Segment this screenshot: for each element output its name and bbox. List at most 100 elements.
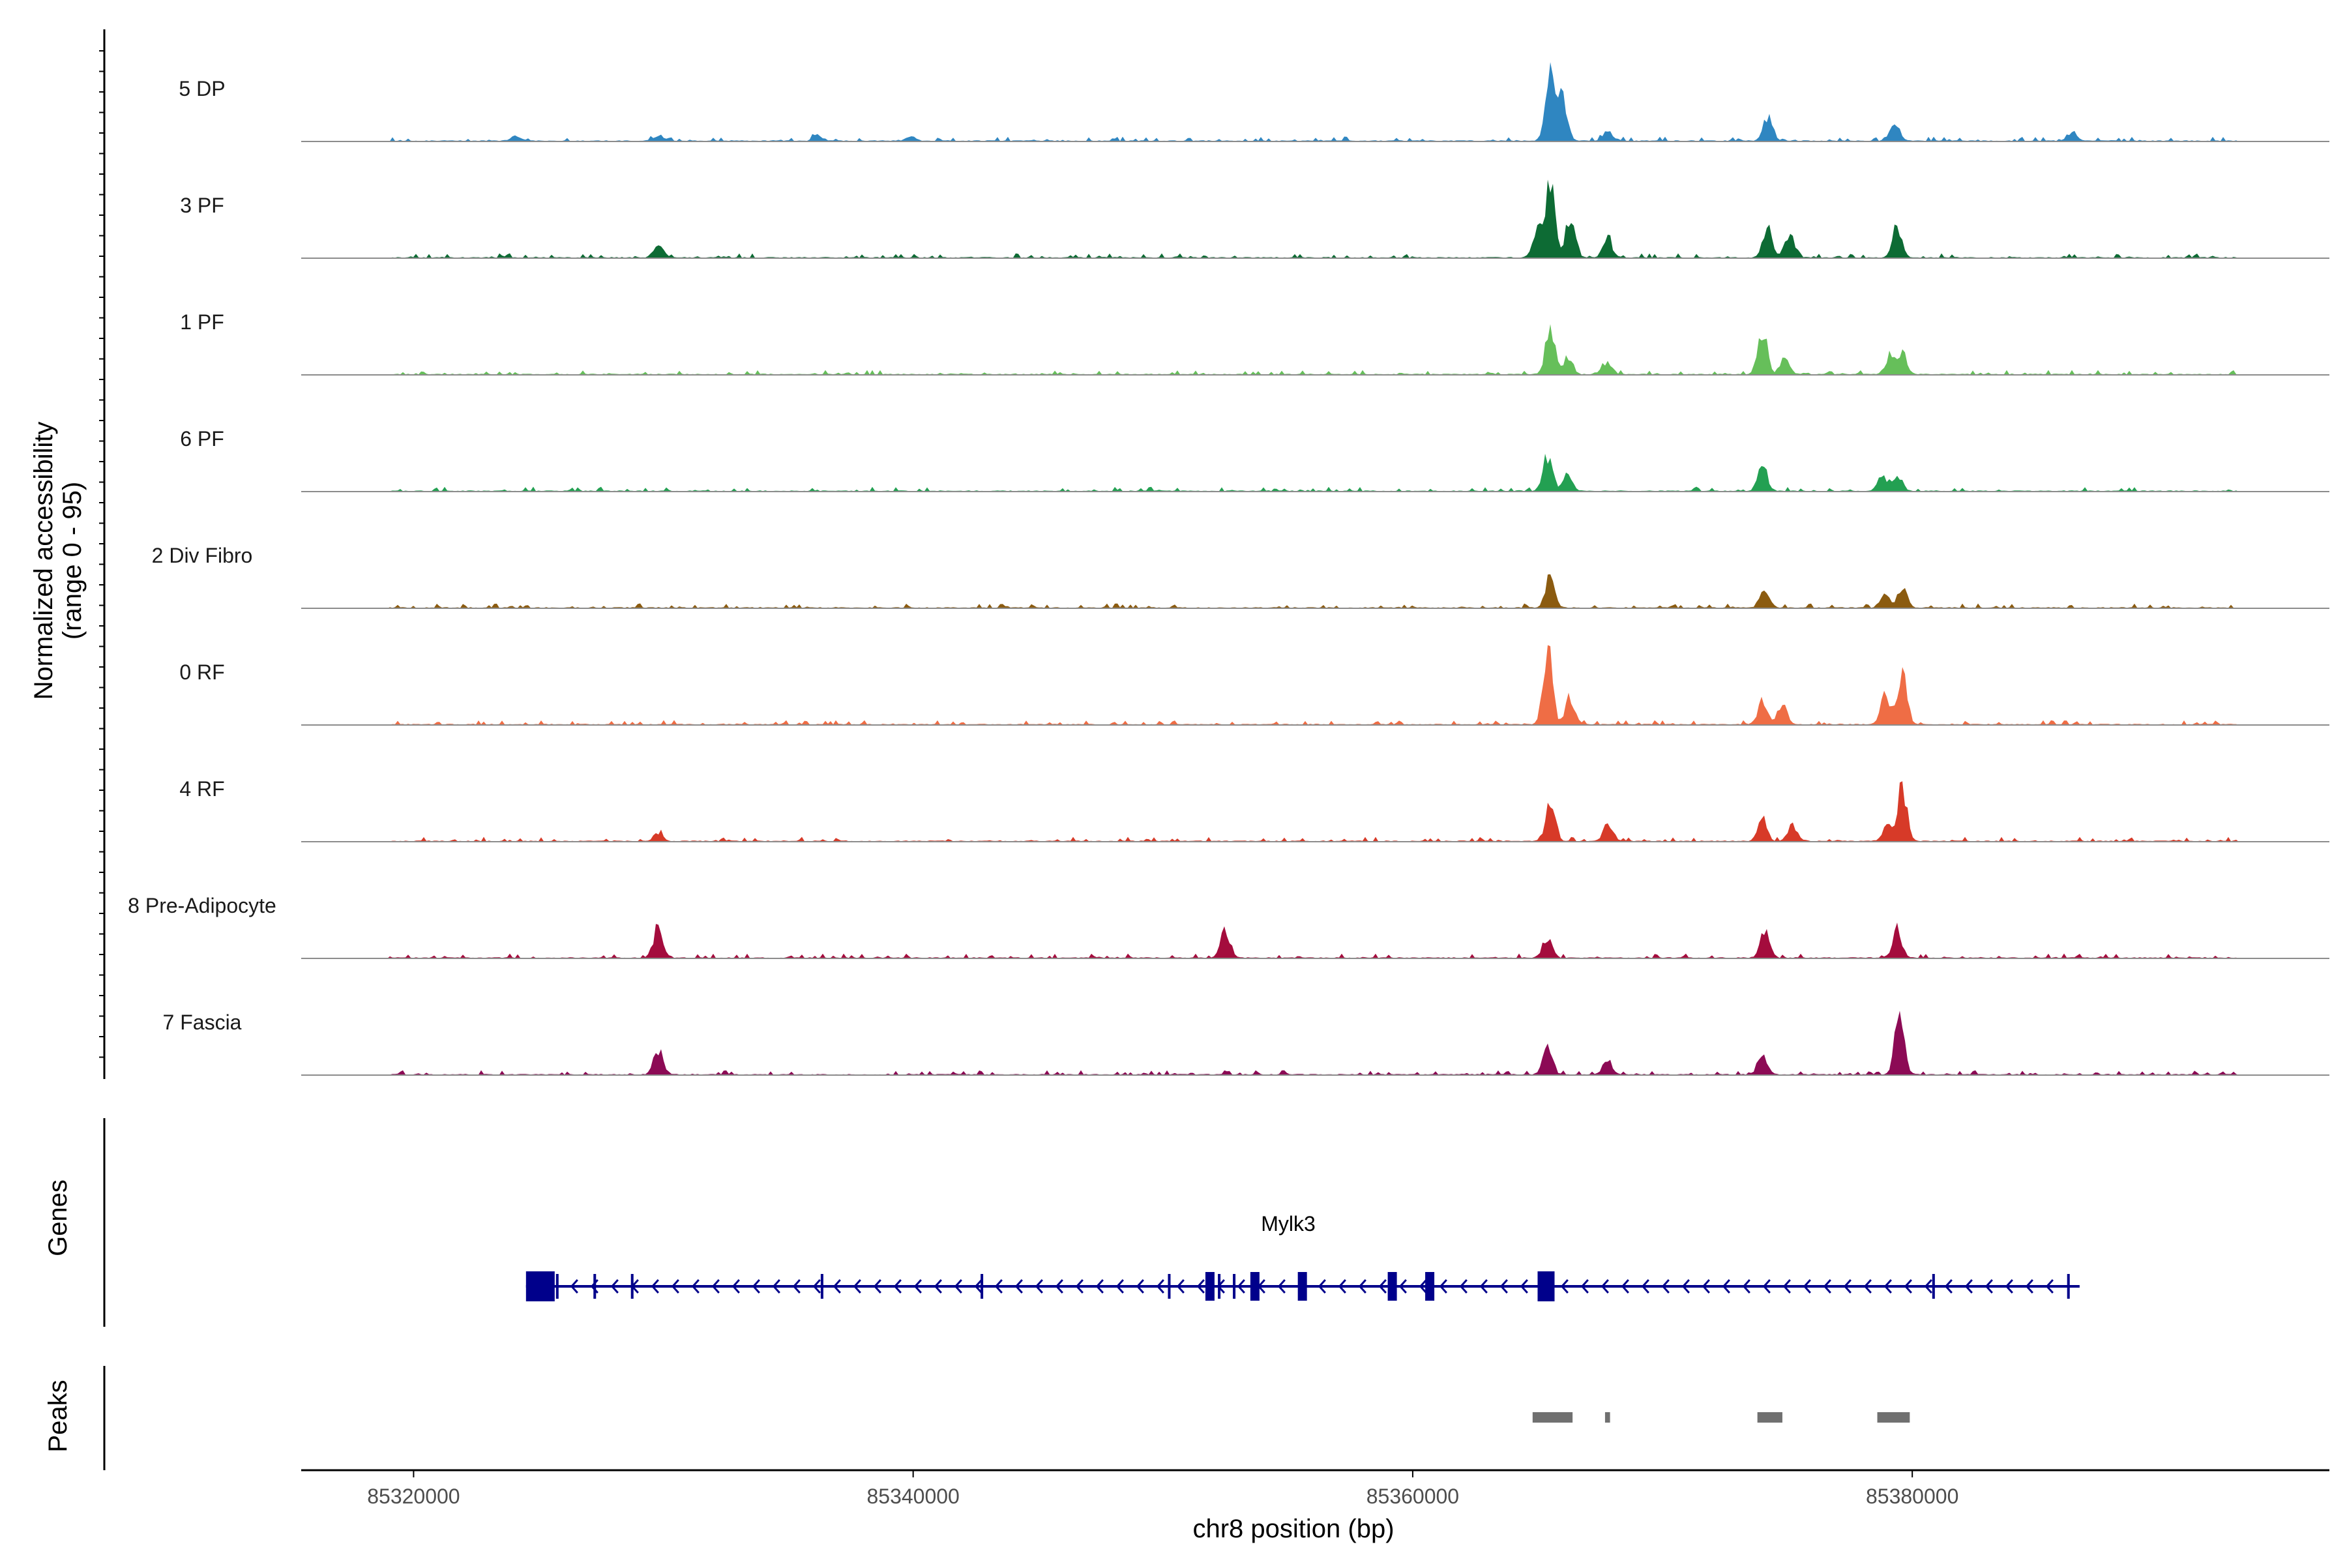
gene-strand-arrow: [1479, 1279, 1488, 1294]
gene-strand-arrow: [1459, 1279, 1468, 1294]
track-label: 2 Div Fibro: [152, 544, 253, 567]
coverage-area: [301, 1011, 2327, 1075]
gene-strand-arrow: [1419, 1279, 1427, 1294]
gene-strand-arrow: [671, 1279, 679, 1294]
y-axis-label: Normalized accessibility: [29, 422, 58, 700]
x-axis-label: chr8 position (bp): [1192, 1515, 1394, 1543]
gene-strand-arrow: [1560, 1279, 1569, 1294]
gene-strand-arrow: [772, 1279, 780, 1294]
track-label: 7 Fascia: [163, 1011, 242, 1034]
gene-strand-arrow: [691, 1279, 700, 1294]
gene-strand-arrow: [1318, 1279, 1326, 1294]
gene-strand-arrow: [1621, 1279, 1629, 1294]
coverage-area: [301, 62, 2327, 141]
track-label: 8 Pre-Adipocyte: [128, 894, 276, 917]
gene-exon: [1218, 1274, 1221, 1299]
gene-strand-arrow: [1601, 1279, 1609, 1294]
gene-exon: [820, 1274, 823, 1299]
gene-strand-arrow: [893, 1279, 902, 1294]
gene-strand-arrow: [1964, 1279, 1973, 1294]
gene-strand-arrow: [1136, 1279, 1144, 1294]
gene-strand-arrow: [873, 1279, 881, 1294]
gene-strand-arrow: [1176, 1279, 1185, 1294]
gene-exon: [1425, 1272, 1435, 1301]
coverage-area: [301, 574, 2327, 608]
y-axis: [99, 29, 106, 1079]
x-tick-label: 85360000: [1366, 1485, 1459, 1508]
gene-strand-arrow: [1338, 1279, 1346, 1294]
gene-strand-arrow: [1722, 1279, 1730, 1294]
gene-strand-arrow: [731, 1279, 740, 1294]
gene-strand-arrow: [1904, 1279, 1912, 1294]
peak-region: [1604, 1412, 1610, 1423]
gene-strand-arrow: [1762, 1279, 1771, 1294]
gene-strand-arrow: [994, 1279, 1003, 1294]
gene-strand-arrow: [1075, 1279, 1084, 1294]
x-tick-label: 85380000: [1866, 1485, 1958, 1508]
gene-strand-arrow: [1035, 1279, 1043, 1294]
gene-strand-arrow: [1782, 1279, 1791, 1294]
gene-exon: [1233, 1274, 1236, 1299]
x-tick-label: 85340000: [866, 1485, 959, 1508]
track-2: [301, 324, 2329, 376]
gene-strand-arrow: [1661, 1279, 1670, 1294]
gene-strand-arrow: [711, 1279, 720, 1294]
track-3: [301, 453, 2329, 492]
x-tick-label: 85320000: [367, 1485, 460, 1508]
gene-strand-arrow: [853, 1279, 861, 1294]
gene-strand-arrow: [1883, 1279, 1892, 1294]
gene-strand-arrow: [1520, 1279, 1528, 1294]
track-0: [301, 62, 2329, 142]
coverage-area: [301, 453, 2327, 492]
track-6: [301, 781, 2329, 842]
gene-strand-arrow: [1944, 1279, 1953, 1294]
gene-strand-arrow: [954, 1279, 962, 1294]
gene-exon: [630, 1274, 634, 1299]
gene-strand-arrow: [1156, 1279, 1164, 1294]
gene-exon: [981, 1274, 984, 1299]
genes-panel: [103, 1118, 2080, 1327]
track-8: [301, 1011, 2329, 1076]
gene-strand-arrow: [1843, 1279, 1852, 1294]
track-label: 1 PF: [180, 310, 224, 334]
gene-strand-arrow: [2045, 1279, 2054, 1294]
gene-exon: [593, 1274, 597, 1299]
gene-strand-arrow: [1055, 1279, 1063, 1294]
gene-exon: [555, 1274, 559, 1299]
gene-strand-arrow: [1823, 1279, 1831, 1294]
gene-strand-arrow: [1742, 1279, 1750, 1294]
track-4: [301, 574, 2329, 609]
gene-exon: [1205, 1272, 1215, 1301]
gene-strand-arrow: [1358, 1279, 1366, 1294]
gene-strand-arrow: [1803, 1279, 1811, 1294]
gene-strand-arrow: [1985, 1279, 1993, 1294]
gene-strand-arrow: [913, 1279, 922, 1294]
gene-exon: [1537, 1271, 1555, 1301]
gene-strand-arrow: [1499, 1279, 1508, 1294]
gene-strand-arrow: [1378, 1279, 1387, 1294]
track-label: 4 RF: [179, 777, 224, 801]
gene-strand-arrow: [1641, 1279, 1649, 1294]
track-5: [301, 645, 2329, 726]
coverage-area: [301, 923, 2327, 958]
peak-region: [1757, 1412, 1782, 1423]
peaks-panel-label: Peaks: [44, 1380, 72, 1452]
gene-strand-arrow: [610, 1279, 619, 1294]
peaks-panel: [103, 1366, 1910, 1470]
gene-exon: [1297, 1272, 1307, 1301]
track-label: 3 PF: [180, 194, 224, 217]
x-axis: [301, 1469, 2329, 1477]
gene-strand-arrow: [2025, 1279, 2033, 1294]
gene-strand-arrow: [812, 1279, 821, 1294]
gene-strand-arrow: [1115, 1279, 1124, 1294]
gene-strand-arrow: [752, 1279, 760, 1294]
gene-strand-arrow: [1398, 1279, 1407, 1294]
gene-strand-arrow: [934, 1279, 942, 1294]
gene-strand-arrow: [1196, 1279, 1205, 1294]
peak-region: [1532, 1412, 1573, 1423]
gene-strand-arrow: [1439, 1279, 1447, 1294]
gene-strand-arrow: [2005, 1279, 2013, 1294]
track-labels: 5 DP 3 PF 1 PF 6 PF 2 Div Fibro 0 RF 4 R…: [128, 77, 276, 1034]
